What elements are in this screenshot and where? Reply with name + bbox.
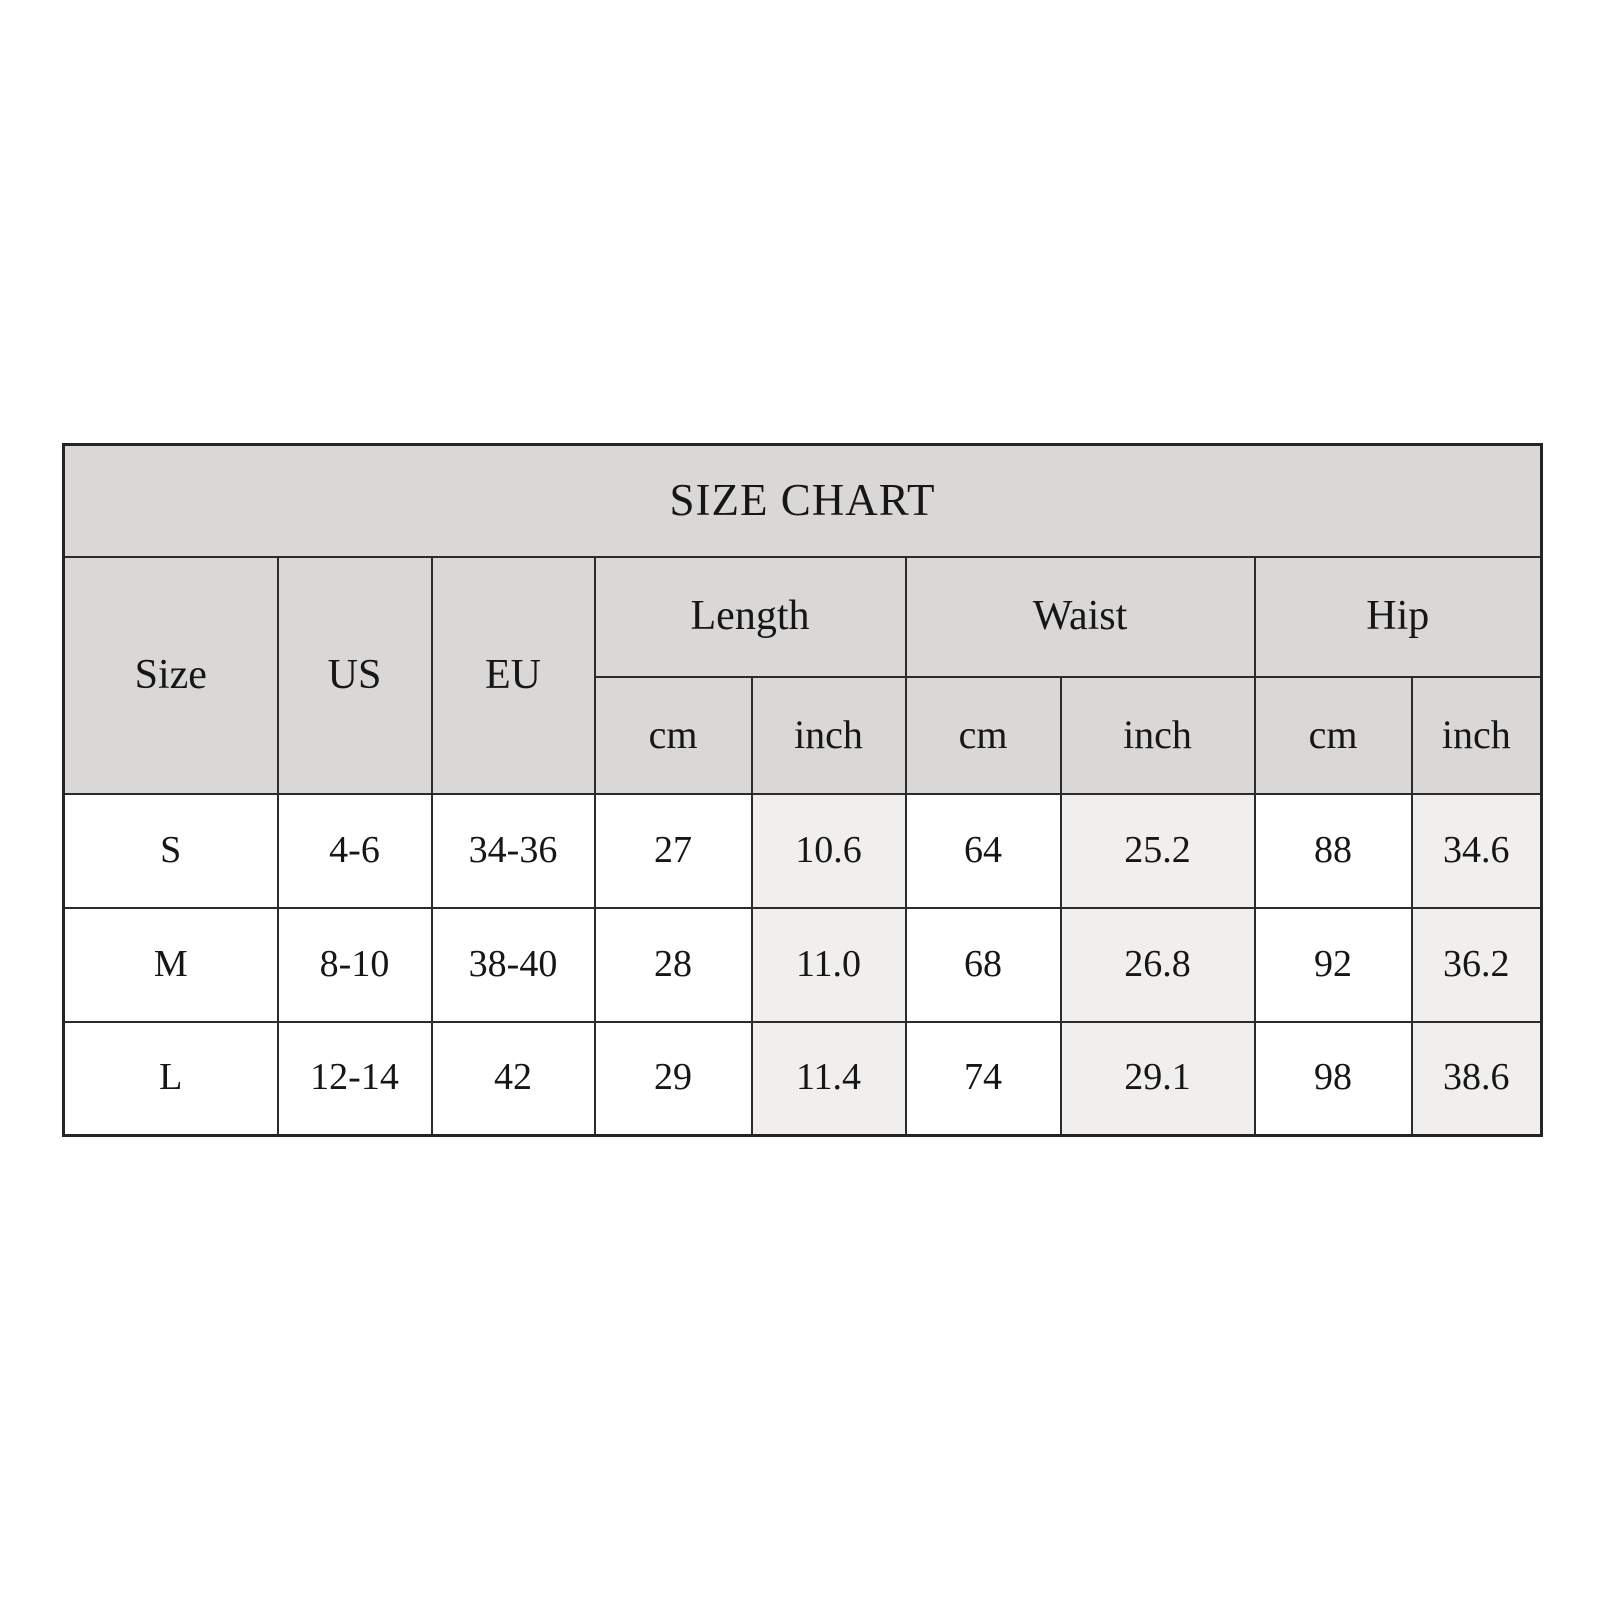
table-row-s: S 4-6 34-36 27 10.6 64 25.2 88 34.6	[62, 792, 1543, 909]
group-header-row: Size US EU Length Waist Hip	[62, 555, 1543, 795]
col-header-length-cm: cm	[593, 675, 753, 795]
table-row-m: M 8-10 38-40 28 11.0 68 26.8 92 36.2	[62, 906, 1543, 1023]
hip-cm-value: 98	[1253, 1020, 1413, 1137]
col-header-waist-inch: inch	[1059, 675, 1256, 795]
hip-inch-value: 36.2	[1410, 906, 1543, 1023]
waist-inch-value: 26.8	[1059, 906, 1256, 1023]
waist-cm-value: 68	[904, 906, 1062, 1023]
eu-value: 42	[430, 1020, 596, 1137]
hip-inch-value: 34.6	[1410, 792, 1543, 909]
length-cm-value: 29	[593, 1020, 753, 1137]
length-inch-value: 11.0	[750, 906, 907, 1023]
length-cm-value: 28	[593, 906, 753, 1023]
length-inch-value: 11.4	[750, 1020, 907, 1137]
us-value: 4-6	[276, 792, 433, 909]
col-header-waist-cm: cm	[904, 675, 1062, 795]
col-header-hip: Hip	[1253, 555, 1543, 678]
col-header-eu: EU	[430, 555, 596, 795]
size-chart-title: SIZE CHART	[62, 443, 1543, 558]
us-value: 12-14	[276, 1020, 433, 1137]
col-header-size: Size	[62, 555, 279, 795]
eu-value: 38-40	[430, 906, 596, 1023]
hip-inch-value: 38.6	[1410, 1020, 1543, 1137]
col-header-hip-inch: inch	[1410, 675, 1543, 795]
table-row-l: L 12-14 42 29 11.4 74 29.1 98 38.6	[62, 1020, 1543, 1137]
waist-cm-value: 74	[904, 1020, 1062, 1137]
hip-cm-value: 92	[1253, 906, 1413, 1023]
col-header-length: Length	[593, 555, 907, 678]
unit-header-row: cm inch cm inch cm inch	[64, 675, 1543, 795]
waist-cm-value: 64	[904, 792, 1062, 909]
hip-cm-value: 88	[1253, 792, 1413, 909]
size-chart: SIZE CHART Size US EU Length Waist Hip c…	[62, 443, 1544, 1137]
size-chart-table: SIZE CHART Size US EU Length Waist Hip c…	[62, 443, 1544, 1137]
size-value: M	[62, 906, 279, 1023]
size-value: S	[62, 792, 279, 909]
us-value: 8-10	[276, 906, 433, 1023]
waist-inch-value: 29.1	[1059, 1020, 1256, 1137]
col-header-us: US	[276, 555, 433, 795]
col-header-waist: Waist	[904, 555, 1256, 678]
col-header-hip-cm: cm	[1253, 675, 1413, 795]
length-cm-value: 27	[593, 792, 753, 909]
title-row: SIZE CHART	[62, 443, 1543, 558]
waist-inch-value: 25.2	[1059, 792, 1256, 909]
length-inch-value: 10.6	[750, 792, 907, 909]
eu-value: 34-36	[430, 792, 596, 909]
size-value: L	[62, 1020, 279, 1137]
col-header-length-inch: inch	[750, 675, 907, 795]
